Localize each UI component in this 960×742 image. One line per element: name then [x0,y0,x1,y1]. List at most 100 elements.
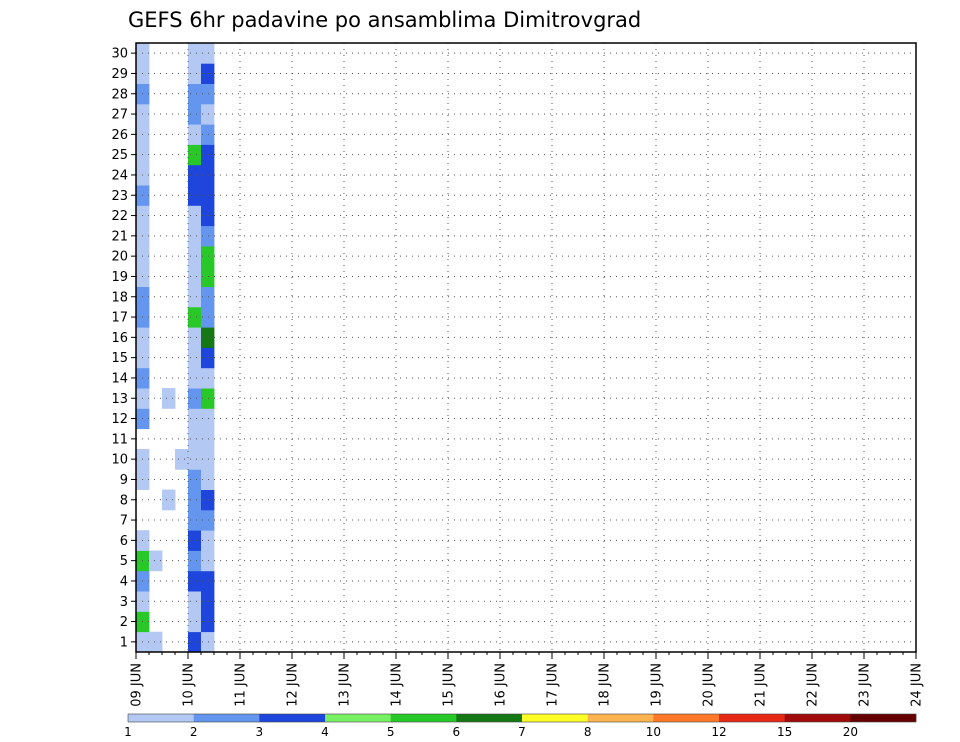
y-tick-label: 22 [111,209,128,224]
y-tick-label: 11 [111,432,128,447]
x-tick-label: 17 JUN [546,663,561,707]
chart-title: GEFS 6hr padavine po ansamblima Dimitrov… [128,8,641,32]
heatmap-cell [188,408,202,430]
legend-swatch [784,714,851,722]
heatmap-cell [188,246,202,267]
legend-label: 10 [646,725,661,739]
heatmap-cell [188,591,202,612]
x-tick-label: 24 JUN [910,663,925,707]
heatmap-cell [188,327,202,348]
legend-swatch [193,714,260,722]
heatmap-cell [188,185,202,206]
heatmap-cell [188,124,202,145]
x-tick-label: 23 JUN [858,663,873,707]
x-tick-label: 20 JUN [702,663,717,707]
heatmap-cell [188,367,202,389]
heatmap-cell [201,144,215,166]
heatmap-cell [188,611,202,633]
legend-label: 8 [584,725,592,739]
heatmap-cell [201,205,215,227]
y-tick-label: 3 [120,595,128,610]
y-tick-label: 26 [111,128,128,143]
y-tick-label: 8 [120,493,128,508]
heatmap-cell [149,631,163,653]
heatmap-cell [201,63,215,84]
heatmap-cell [188,205,202,227]
heatmap-cell [201,327,215,348]
heatmap-cell [201,185,215,206]
x-tick-label: 10 JUN [182,663,197,707]
heatmap-cell [201,509,215,531]
y-tick-label: 30 [111,47,128,62]
y-tick-label: 5 [120,554,128,569]
y-tick-label: 4 [120,574,128,589]
y-tick-label: 6 [120,534,128,549]
y-tick-label: 28 [111,87,128,102]
x-tick-label: 18 JUN [598,663,613,707]
y-tick-label: 27 [111,108,128,123]
legend-label: 1 [124,725,132,739]
heatmap-cell [201,306,215,328]
heatmap-cell [201,266,215,287]
legend-label: 15 [777,725,792,739]
x-tick-label: 22 JUN [806,663,821,707]
heatmap-cell [188,63,202,84]
heatmap-cell [188,43,202,64]
y-tick-label: 10 [111,453,128,468]
legend-swatch [259,714,326,722]
y-tick-label: 12 [111,412,128,427]
heatmap-cell [201,591,215,612]
legend-swatch [456,714,523,722]
heatmap-cell [201,570,215,592]
heatmap-cell [201,489,215,511]
heatmap-cell [201,388,215,409]
heatmap-cell [162,388,176,409]
heatmap-cell [201,469,215,490]
legend-swatch [390,714,457,722]
heatmap-cells [136,43,215,653]
heatmap-cell [188,489,202,511]
heatmap-cell [201,530,215,551]
heatmap-cell [201,347,215,369]
dotted-grid [136,43,916,652]
y-tick-label: 18 [111,290,128,305]
heatmap-cell [188,144,202,166]
legend-swatch [719,714,785,722]
y-tick-label: 15 [111,351,128,366]
heatmap-cell [175,449,189,470]
heatmap-cell [201,286,215,308]
y-tick-label: 16 [111,331,128,346]
heatmap-cell [149,550,163,572]
heatmap-cell [188,83,202,105]
heatmap-cell [188,347,202,369]
heatmap-cell [201,103,215,125]
y-tick-label: 14 [111,371,128,386]
legend-label: 6 [453,725,461,739]
heatmap-cell [188,530,202,551]
y-tick-label: 23 [111,189,128,204]
x-tick-label: 21 JUN [754,663,769,707]
legend-swatch [653,714,720,722]
x-tick-label: 13 JUN [338,663,353,707]
y-tick-label: 1 [120,635,128,650]
heatmap-cell [201,550,215,572]
heatmap-cell [188,266,202,287]
legend-label: 5 [387,725,395,739]
y-tick-label: 7 [120,514,128,529]
x-tick-label: 19 JUN [650,663,665,707]
legend-border [127,713,917,723]
heatmap-cell [201,611,215,633]
legend-swatch [587,714,654,722]
legend-label: 3 [256,725,264,739]
x-tick-label: 12 JUN [286,663,301,707]
y-tick-label: 21 [111,229,128,244]
y-tick-label: 9 [120,473,128,488]
heatmap-cell [201,164,215,186]
x-tick-label: 11 JUN [234,663,249,707]
heatmap-cell [188,631,202,653]
heatmap-cell [201,124,215,145]
legend-label: 12 [711,725,726,739]
y-tick-label: 2 [120,615,128,630]
heatmap-cell [188,388,202,409]
